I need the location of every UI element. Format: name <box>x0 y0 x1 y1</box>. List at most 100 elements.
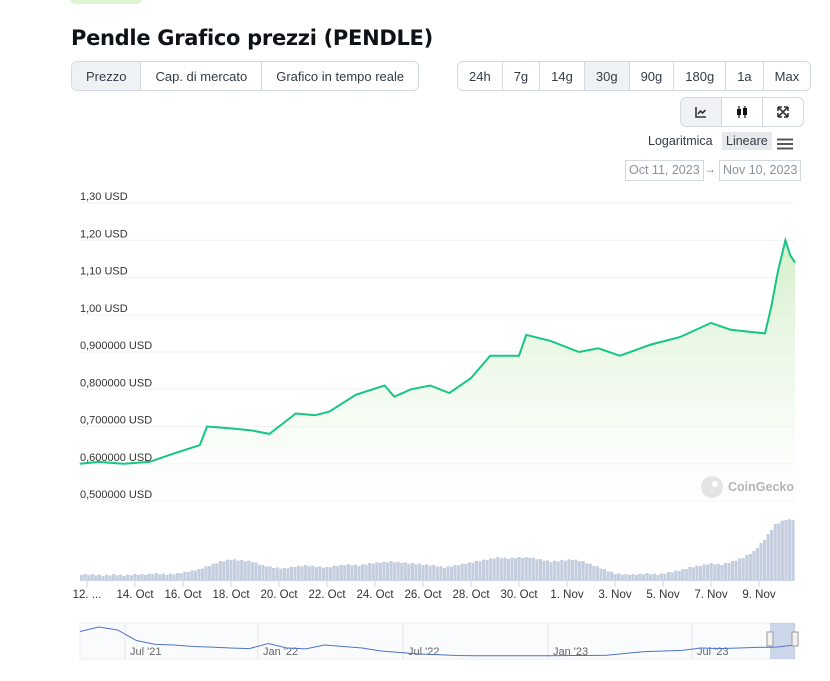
volume-bar <box>400 563 404 580</box>
x-tick-label: 30. Oct <box>500 589 538 601</box>
volume-bar <box>279 568 283 580</box>
volume-bar <box>247 560 251 580</box>
range-90g[interactable]: 90g <box>630 62 675 90</box>
volume-bar <box>190 570 194 580</box>
volume-bar <box>478 561 482 580</box>
tab-market-cap[interactable]: Cap. di mercato <box>141 62 263 90</box>
top-button[interactable] <box>70 0 142 4</box>
volume-bar <box>257 564 262 580</box>
range-1a[interactable]: 1a <box>726 62 764 90</box>
menu-icon[interactable] <box>777 138 793 150</box>
range-max[interactable]: Max <box>774 68 800 84</box>
range-180g[interactable]: 180g <box>674 62 727 90</box>
navigator-handle-right[interactable] <box>791 631 799 647</box>
volume-bar <box>485 560 489 580</box>
volume-bar <box>222 561 226 580</box>
volume-bar <box>229 560 233 580</box>
volume-bar <box>791 520 795 580</box>
line-chart-button[interactable] <box>681 98 722 126</box>
x-tick-label: 9. Nov <box>742 589 775 601</box>
scale-log[interactable]: Logaritmica <box>648 134 713 148</box>
candlestick-button[interactable] <box>722 98 763 126</box>
volume-bar <box>592 566 596 580</box>
volume-bar <box>80 575 84 580</box>
volume-bar <box>218 561 222 580</box>
volume-bar <box>492 558 496 580</box>
volume-bar <box>368 563 372 580</box>
fullscreen-icon <box>777 106 789 118</box>
navigator-label: Jul '22 <box>408 646 439 658</box>
x-tick-label: 24. Oct <box>356 589 394 601</box>
volume-bar <box>115 575 119 580</box>
volume-bar <box>681 569 685 580</box>
volume-bar <box>147 573 151 580</box>
date-from-input[interactable]: Oct 11, 2023 <box>625 160 704 181</box>
date-to-input[interactable]: Nov 10, 2023 <box>719 160 802 181</box>
volume-bar <box>158 574 162 580</box>
range-tabs: 24h 7g 14g 30g 90g 180g 1a Max <box>457 61 812 91</box>
volume-bar <box>314 567 318 580</box>
volume-bar <box>375 562 379 580</box>
volume-bar <box>339 564 343 580</box>
volume-bar <box>588 563 592 580</box>
volume-bar <box>183 571 187 580</box>
volume-bar <box>346 564 350 580</box>
navigator-handle-left[interactable] <box>766 631 774 647</box>
x-tick-label: 7. Nov <box>694 589 727 601</box>
range-14g[interactable]: 14g <box>540 62 585 90</box>
line-chart-icon <box>695 107 707 118</box>
tab-live-chart[interactable]: Grafico in tempo reale <box>276 68 405 84</box>
volume-bar <box>108 575 112 580</box>
volume-bar <box>272 568 276 580</box>
volume-bar <box>674 570 678 580</box>
volume-bar <box>695 565 699 580</box>
x-tick-label: 28. Oct <box>452 589 490 601</box>
volume-bar <box>762 540 767 580</box>
navigator-line <box>79 626 796 657</box>
volume-bar <box>83 574 87 580</box>
volume-bar <box>453 565 457 580</box>
volume-bar <box>610 571 614 580</box>
volume-bar <box>581 561 585 580</box>
navigator-selection[interactable] <box>770 623 795 659</box>
data-type-tabs: Prezzo Cap. di mercato Grafico in tempo … <box>71 61 420 91</box>
x-tick-label: 26. Oct <box>404 589 442 601</box>
navigator[interactable]: Jul '21 Jan '22 Jul '22 Jan '23 Jul '23 <box>79 622 799 660</box>
volume-bar <box>656 575 660 580</box>
volume-bar <box>396 561 400 580</box>
y-tick-label: 0,700000 USD <box>80 415 152 427</box>
volume-bar <box>410 563 414 580</box>
volume-bar <box>542 560 546 580</box>
range-24h[interactable]: 24h <box>458 62 503 90</box>
range-30g[interactable]: 30g <box>584 62 630 90</box>
volume-bar <box>670 572 674 580</box>
volume-bar <box>136 575 141 580</box>
tab-price[interactable]: Prezzo <box>72 62 142 90</box>
volume-bar <box>361 564 365 580</box>
volume-bar <box>652 573 656 580</box>
volume-bar <box>435 566 439 580</box>
page-title: Pendle Grafico prezzi (PENDLE) <box>71 26 433 50</box>
volume-bar <box>300 566 304 580</box>
volume-bar <box>378 563 382 580</box>
volume-bar <box>343 565 347 580</box>
volume-bar <box>617 573 621 580</box>
volume-bar <box>777 523 781 580</box>
volume-bar <box>329 567 333 580</box>
volume-bar <box>176 573 180 580</box>
volume-bar <box>311 565 315 580</box>
volume-bar <box>649 574 653 580</box>
volume-bar <box>720 565 724 580</box>
volume-bar <box>307 566 311 580</box>
volume-bar <box>752 551 756 580</box>
range-7g[interactable]: 7g <box>503 62 541 90</box>
fullscreen-button[interactable] <box>763 98 803 126</box>
volume-bar <box>766 534 770 580</box>
volume-bar <box>606 571 610 580</box>
scale-linear[interactable]: Lineare <box>722 132 772 150</box>
volume-bar <box>211 563 215 580</box>
volume-bar <box>425 564 429 580</box>
svg-text:CoinGecko: CoinGecko <box>728 480 794 494</box>
volume-bar <box>428 565 432 580</box>
